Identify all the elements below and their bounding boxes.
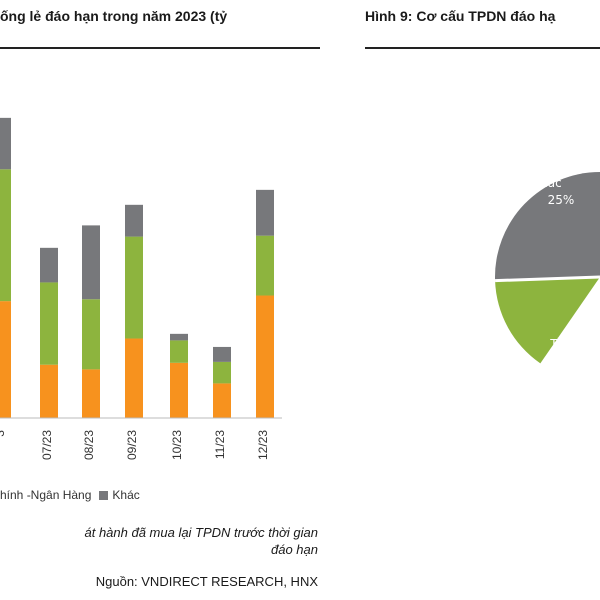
- bar-07-23-other: [40, 247, 58, 283]
- bar-09-23-other: [125, 204, 143, 237]
- pie-slice-finance: [495, 277, 600, 364]
- bar-10-23-finance-other: [170, 362, 188, 418]
- bar-08-23-other: [82, 225, 100, 300]
- pie-slice-divider: [495, 275, 600, 283]
- pie-chart: Khác 25% Tài chín Ngân H 37%: [495, 172, 600, 388]
- pie-label-finance-value: 37%: [575, 374, 600, 388]
- bar-11-23-other: [213, 346, 231, 362]
- pie-label-other-value: 25%: [548, 193, 575, 207]
- bar-06-23-finance-other: [0, 301, 11, 418]
- pie-label-other-name: Khác: [532, 176, 561, 190]
- bar-12-23-other: [256, 189, 274, 236]
- legend-finance-label: hính -Ngân Hàng: [0, 488, 92, 502]
- x-tick-label: 10/23: [170, 430, 184, 460]
- legend-other-label: Khác: [112, 488, 140, 502]
- bar-08-23-finance-other: [82, 369, 100, 418]
- pie-title-rule: [365, 47, 600, 49]
- x-tick-label: 07/23: [40, 430, 54, 460]
- bar-07-23-finance-bank: [40, 282, 58, 365]
- pie-chart-title: Hình 9: Cơ cấu TPDN đáo hạ: [365, 8, 556, 24]
- bar-09-23-finance-other: [125, 338, 143, 418]
- x-tick-label: 11/23: [213, 430, 227, 459]
- x-tick-label: 08/23: [82, 430, 96, 460]
- x-tick-label: 3: [0, 430, 7, 437]
- bar-06-23-finance-bank: [0, 169, 11, 302]
- chart-note-line1: át hành đã mua lại TPDN trước thời gian: [84, 525, 318, 540]
- chart-note: át hành đã mua lại TPDN trước thời gian …: [0, 524, 318, 558]
- stacked-bar-chart: 3 07/23 08/23 09/23 10/23 11/23 12/23: [0, 117, 282, 460]
- pie-label-finance-name-2: Ngân H: [558, 354, 600, 368]
- bar-10-23-other: [170, 333, 188, 341]
- bar-07-23-finance-other: [40, 364, 58, 418]
- bar-10-23-finance-bank: [170, 340, 188, 363]
- bar-chart-title: ống lẻ đáo hạn trong năm 2023 (tỷ: [0, 8, 228, 24]
- chart-note-line2: đáo hạn: [271, 542, 318, 557]
- bar-09-23-finance-bank: [125, 236, 143, 339]
- x-tick-label: 09/23: [125, 430, 139, 460]
- bar-06-23-other: [0, 117, 11, 170]
- x-tick-label: 12/23: [256, 430, 270, 460]
- bar-legend: hính -Ngân Hàng Khác: [0, 488, 140, 502]
- bar-11-23-finance-bank: [213, 361, 231, 384]
- pie-slice-other: [495, 172, 600, 281]
- bar-08-23-finance-bank: [82, 299, 100, 370]
- chart-source: Nguồn: VNDIRECT RESEARCH, HNX: [95, 574, 318, 589]
- pie-label-finance-name: Tài chín: [549, 337, 596, 351]
- bar-11-23-finance-other: [213, 383, 231, 418]
- legend-other-swatch: [99, 490, 109, 500]
- bar-12-23-finance-other: [256, 295, 274, 418]
- bar-title-rule: [0, 47, 320, 49]
- bar-12-23-finance-bank: [256, 235, 274, 296]
